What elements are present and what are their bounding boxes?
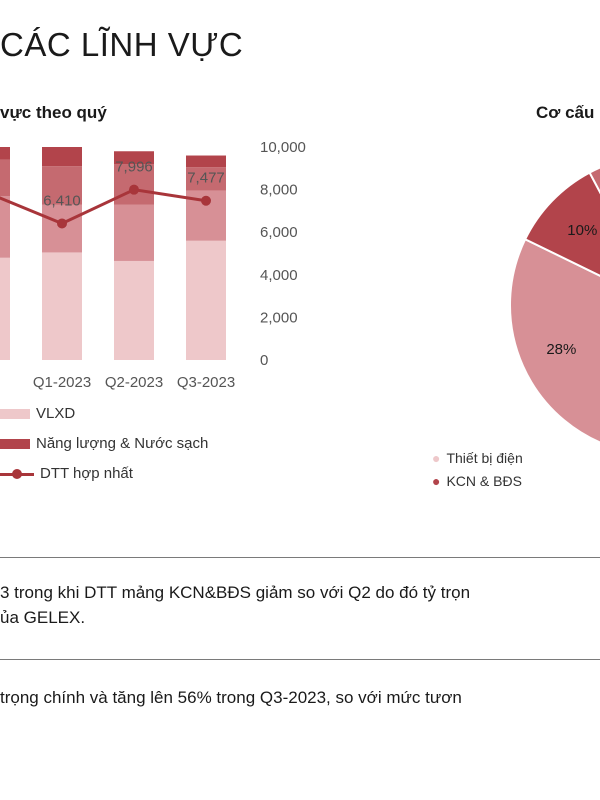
legend-label-vlxd: VLXD bbox=[36, 405, 76, 422]
pie-legend-item-thiet-bi-dien: ● Thiết bị điện bbox=[432, 450, 523, 466]
bar-segment-0 bbox=[186, 240, 226, 360]
legend-label-nang-luong: Năng lượng & Nước sạch bbox=[36, 435, 209, 452]
bar-segment-0 bbox=[114, 260, 154, 360]
bar-segment-1 bbox=[0, 195, 10, 258]
line-point bbox=[201, 195, 211, 206]
legend-swatch-dtt bbox=[0, 468, 34, 479]
pie-legend-label-kcn-bds: KCN & BĐS bbox=[446, 473, 522, 489]
bar-segment-0 bbox=[42, 252, 82, 360]
divider bbox=[0, 659, 600, 660]
paragraph-2-line-1: trọng chính và tăng lên 56% trong Q3-202… bbox=[0, 688, 462, 707]
y-axis-ticks: 10,000 8,000 6,000 4,000 2,000 0 bbox=[260, 139, 306, 369]
line-data-label: 7,996 bbox=[115, 159, 153, 176]
y-tick-label: 10,000 bbox=[260, 139, 306, 156]
bar-group bbox=[0, 147, 226, 360]
bar-segment-2 bbox=[186, 167, 226, 191]
pie-chart: 28% 10% bbox=[509, 166, 600, 444]
pie-slices bbox=[509, 166, 600, 444]
line-series bbox=[0, 184, 211, 229]
y-tick-label: 4,000 bbox=[260, 267, 298, 284]
legend-item-vlxd: VLXD bbox=[0, 405, 75, 422]
y-tick-label: 2,000 bbox=[260, 309, 298, 326]
legend-item-dtt: DTT hợp nhất bbox=[0, 465, 133, 482]
bar-segment-3 bbox=[42, 147, 82, 167]
divider bbox=[0, 557, 600, 558]
bar-chart-title: vực theo quý bbox=[0, 103, 107, 122]
bar-segment-2 bbox=[0, 159, 10, 196]
pie-slice bbox=[588, 166, 600, 195]
x-tick-label: Q3-2023 bbox=[177, 374, 235, 391]
bar-segment-0 bbox=[0, 257, 10, 360]
bar-segment-3 bbox=[0, 147, 10, 160]
bar-segment-1 bbox=[42, 204, 82, 253]
page-title: CÁC LĨNH VỰC bbox=[0, 26, 244, 63]
x-tick-label: Q2-2023 bbox=[105, 374, 163, 391]
pie-slice-label: 28% bbox=[546, 341, 576, 358]
pie-legend-item-kcn-bds: ● KCN & BĐS bbox=[432, 473, 522, 489]
pie-legend-label-thiet-bi-dien: Thiết bị điện bbox=[446, 450, 523, 466]
pie-legend-dot-kcn-bds: ● bbox=[432, 473, 441, 489]
bar-segment-2 bbox=[42, 166, 82, 205]
line-data-label: 6,410 bbox=[43, 192, 81, 209]
paragraph-1-line-1: 3 trong khi DTT mảng KCN&BĐS giảm so với… bbox=[0, 583, 471, 602]
paragraph-1-line-2: ủa GELEX. bbox=[0, 608, 86, 627]
x-tick-label: Q1-2023 bbox=[33, 374, 91, 391]
y-tick-label: 6,000 bbox=[260, 224, 298, 241]
legend-item-nang-luong: Năng lượng & Nước sạch bbox=[0, 435, 208, 452]
line-data-label: 7,477 bbox=[187, 170, 225, 187]
bar-segment-3 bbox=[186, 155, 226, 168]
legend-swatch-vlxd bbox=[0, 408, 30, 419]
pie-slice bbox=[523, 171, 600, 277]
pie-legend-dot-thiet-bi-dien: ● bbox=[432, 450, 441, 466]
bar-segment-2 bbox=[114, 164, 154, 205]
legend-swatch-nang-luong bbox=[0, 438, 30, 449]
pie-labels: 28% 10% bbox=[546, 222, 597, 358]
line-point bbox=[129, 184, 139, 195]
legend-label-dtt: DTT hợp nhất bbox=[40, 465, 133, 482]
pie-slice bbox=[509, 237, 600, 444]
y-tick-label: 8,000 bbox=[260, 182, 298, 199]
y-tick-label: 0 bbox=[260, 352, 268, 369]
bar-segment-1 bbox=[114, 204, 154, 261]
bar-segment-3 bbox=[114, 151, 154, 165]
pie-slice-label: 10% bbox=[567, 222, 597, 239]
line-point bbox=[57, 218, 67, 229]
pie-chart-title: Cơ cấu bbox=[536, 103, 595, 122]
line-dtt bbox=[0, 188, 207, 226]
